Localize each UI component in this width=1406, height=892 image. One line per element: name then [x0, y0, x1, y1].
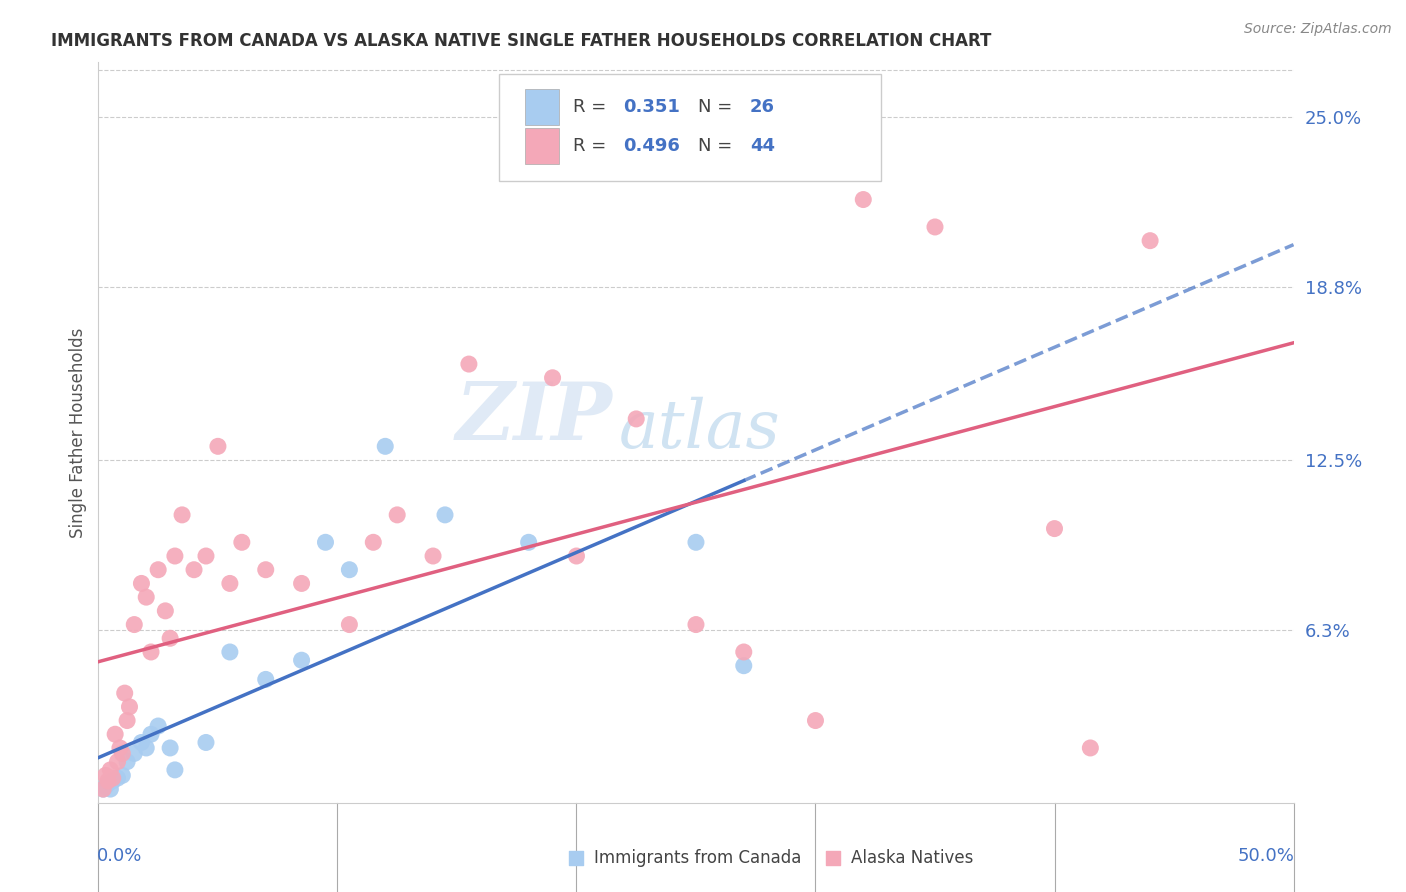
- Point: [135, 590, 157, 604]
- Point: [111, 747, 134, 761]
- Point: [219, 576, 242, 591]
- Point: [374, 439, 396, 453]
- Point: [924, 219, 946, 234]
- Point: [541, 371, 564, 385]
- Point: [458, 357, 481, 371]
- FancyBboxPatch shape: [499, 73, 882, 181]
- Point: [733, 658, 755, 673]
- Point: [124, 617, 146, 632]
- Text: 50.0%: 50.0%: [1237, 847, 1295, 865]
- Point: [115, 755, 138, 769]
- Point: [291, 576, 314, 591]
- Point: [385, 508, 409, 522]
- Point: [94, 768, 117, 782]
- Point: [94, 780, 117, 794]
- Point: [565, 549, 588, 563]
- Point: [1080, 741, 1102, 756]
- Point: [339, 617, 361, 632]
- Text: 44: 44: [749, 137, 775, 155]
- Point: [254, 673, 277, 687]
- Point: [159, 741, 181, 756]
- Point: [183, 563, 205, 577]
- Text: R =: R =: [572, 137, 612, 155]
- Point: [254, 563, 277, 577]
- Point: [97, 773, 120, 788]
- Point: [97, 797, 120, 812]
- Point: [517, 535, 540, 549]
- Point: [135, 741, 157, 756]
- Point: [195, 735, 218, 749]
- Point: [124, 747, 146, 761]
- Text: IMMIGRANTS FROM CANADA VS ALASKA NATIVE SINGLE FATHER HOUSEHOLDS CORRELATION CHA: IMMIGRANTS FROM CANADA VS ALASKA NATIVE …: [51, 32, 991, 50]
- Point: [291, 653, 314, 667]
- Point: [131, 735, 153, 749]
- Point: [139, 727, 162, 741]
- Point: [804, 714, 827, 728]
- Text: atlas: atlas: [619, 396, 780, 461]
- Point: [155, 604, 177, 618]
- Point: [1043, 522, 1066, 536]
- Point: [115, 714, 138, 728]
- Point: [207, 439, 229, 453]
- Point: [107, 771, 129, 785]
- Point: [104, 727, 127, 741]
- Point: [148, 563, 170, 577]
- Point: [159, 632, 181, 646]
- Point: [97, 776, 120, 790]
- Point: [219, 645, 242, 659]
- Text: 26: 26: [749, 98, 775, 116]
- Point: [139, 645, 162, 659]
- Text: 0.0%: 0.0%: [97, 847, 142, 865]
- Point: [114, 686, 136, 700]
- Point: [685, 617, 707, 632]
- Point: [98, 763, 122, 777]
- Point: [163, 549, 186, 563]
- Text: Source: ZipAtlas.com: Source: ZipAtlas.com: [1244, 22, 1392, 37]
- Text: ZIP: ZIP: [456, 379, 613, 457]
- Point: [363, 535, 385, 549]
- Point: [163, 763, 186, 777]
- Point: [101, 797, 124, 812]
- Point: [1139, 234, 1161, 248]
- Point: [231, 535, 253, 549]
- Point: [118, 699, 141, 714]
- Point: [101, 771, 124, 785]
- Point: [339, 563, 361, 577]
- Point: [131, 576, 153, 591]
- Text: R =: R =: [572, 98, 612, 116]
- Point: [172, 508, 194, 522]
- Point: [98, 782, 122, 797]
- Point: [852, 193, 875, 207]
- Text: 0.351: 0.351: [623, 98, 681, 116]
- Point: [101, 773, 124, 788]
- Text: 0.496: 0.496: [623, 137, 681, 155]
- Point: [434, 508, 457, 522]
- Point: [91, 782, 114, 797]
- Text: Immigrants from Canada: Immigrants from Canada: [595, 849, 801, 867]
- Point: [108, 741, 131, 756]
- Text: N =: N =: [699, 137, 738, 155]
- Y-axis label: Single Father Households: Single Father Households: [69, 327, 87, 538]
- Point: [315, 535, 337, 549]
- Point: [733, 645, 755, 659]
- FancyBboxPatch shape: [524, 128, 558, 164]
- FancyBboxPatch shape: [524, 89, 558, 125]
- Text: N =: N =: [699, 98, 738, 116]
- Point: [91, 782, 114, 797]
- Point: [148, 719, 170, 733]
- Point: [195, 549, 218, 563]
- Point: [626, 412, 648, 426]
- Text: Alaska Natives: Alaska Natives: [852, 849, 974, 867]
- Point: [685, 535, 707, 549]
- Point: [107, 755, 129, 769]
- Point: [111, 768, 134, 782]
- Point: [422, 549, 444, 563]
